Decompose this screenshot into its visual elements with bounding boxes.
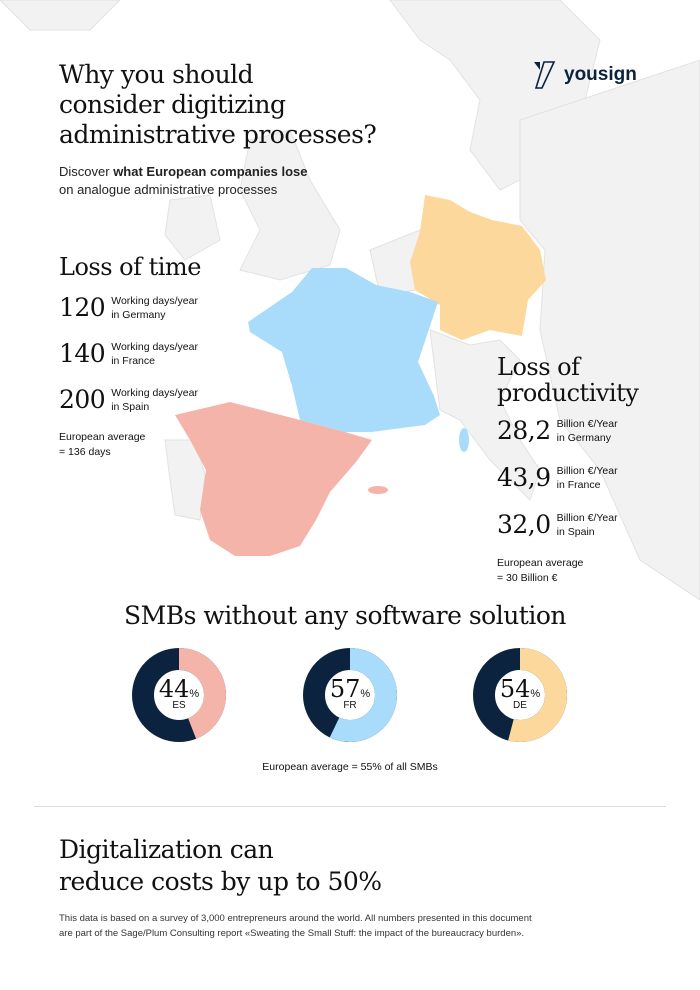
stat-label: Working days/year in Germany [111,294,198,321]
donut-chart-es: 44% ES [131,647,227,743]
loss-of-productivity-title: Loss of productivity [497,353,639,407]
uk-shape [239,129,341,281]
title-line: Why you should [59,60,254,89]
stat-label: Working days/year in France [111,340,198,367]
italy-alps-shape [429,329,541,501]
stat-value: 43,9 [497,463,551,492]
balearic-shape [368,486,388,494]
stat-value: 200 [59,385,106,414]
ireland-shape [164,194,221,261]
stat-label: Billion €/Year in France [556,464,618,491]
yousign-logo-icon [534,61,556,89]
donut-chart-de: 54% DE [472,647,568,743]
stat-value: 32,0 [497,510,551,539]
west-europe-top-shape [0,0,121,31]
time-stat-spain: 200 Working days/year in Spain [59,385,198,414]
donut-label: 54% DE [499,675,541,711]
subtitle-bold: what European companies lose [113,164,308,179]
productivity-average: European average = 30 Billion € [497,557,584,584]
donut-value-arc [473,648,567,742]
smb-title: SMBs without any software solution [124,601,566,630]
stat-value: 28,2 [497,416,551,445]
smb-average: European average = 55% of all SMBs [262,761,438,773]
page-title: Why you should consider digitizing admin… [59,60,377,150]
subtitle-prefix: Discover [59,164,114,179]
donut-chart-fr: 57% FR [302,647,398,743]
loss-of-time-title: Loss of time [59,253,201,281]
stat-label: Billion €/Year in Germany [556,417,618,444]
stat-label: Working days/year in Spain [111,386,198,413]
time-stat-france: 140 Working days/year in France [59,339,198,368]
productivity-stat-spain: 32,0 Billion €/Year in Spain [497,510,618,539]
stat-value: 140 [59,339,106,368]
eastern-europe-shape [519,59,700,600]
france-shape [248,268,440,432]
title-line: administrative processes? [59,120,377,149]
time-average: European average = 136 days [59,431,146,458]
subtitle-line2: on analogue administrative processes [59,182,278,197]
title-line: consider digitizing [59,90,286,119]
germany-shape [410,195,546,340]
subtitle: Discover what European companies lose on… [59,163,308,199]
spain-shape [175,402,372,556]
europe-map [0,0,700,600]
stat-label: Billion €/Year in Spain [556,511,618,538]
donut-value-arc [303,648,397,742]
conclusion-heading: Digitalization can reduce costs by up to … [59,835,382,896]
donut-label: 44% ES [158,675,200,711]
donut-label: 57% FR [329,675,371,711]
productivity-stat-germany: 28,2 Billion €/Year in Germany [497,416,618,445]
divider [34,806,666,807]
footnote: This data is based on a survey of 3,000 … [59,913,532,939]
time-stat-germany: 120 Working days/year in Germany [59,293,198,322]
yousign-logo: yousign [532,60,637,90]
logo-text: yousign [564,64,637,85]
donut-value-arc [132,648,226,742]
stat-value: 120 [59,293,106,322]
productivity-stat-france: 43,9 Billion €/Year in France [497,463,618,492]
corsica-shape [459,428,469,452]
